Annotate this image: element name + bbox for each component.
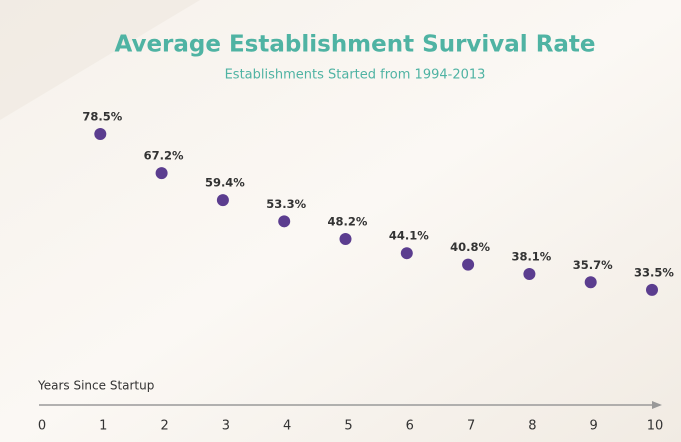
data-point — [523, 267, 536, 280]
x-tick-label: 0 — [38, 419, 46, 434]
data-point — [278, 215, 291, 228]
data-point — [94, 127, 107, 140]
data-point — [155, 167, 168, 180]
x-tick-label: 9 — [590, 419, 598, 434]
data-point — [646, 283, 658, 296]
x-tick-label: 7 — [467, 419, 475, 434]
x-tick-label: 1 — [99, 419, 107, 434]
x-tick-label: 4 — [283, 419, 291, 434]
data-label: 48.2% — [328, 214, 368, 228]
data-label: 35.7% — [573, 258, 613, 272]
data-label: 53.3% — [266, 197, 306, 211]
data-label: 67.2% — [144, 149, 184, 163]
x-tick-label: 2 — [160, 419, 168, 434]
data-point — [216, 194, 229, 207]
data-point — [584, 276, 597, 289]
x-tick-label: 10 — [647, 419, 664, 434]
x-axis-arrow — [652, 401, 662, 409]
x-tick-label: 6 — [406, 419, 414, 434]
data-point — [400, 247, 413, 260]
chart-title: Average Establishment Survival Rate — [114, 32, 595, 58]
data-label: 40.8% — [450, 240, 490, 254]
data-point — [339, 232, 352, 245]
background-shape — [0, 0, 200, 120]
x-axis-label: Years Since Startup — [37, 379, 154, 393]
chart-subtitle: Establishments Started from 1994-2013 — [225, 68, 486, 83]
data-label: 33.5% — [634, 265, 674, 279]
data-label: 38.1% — [511, 249, 551, 263]
x-tick-label: 8 — [528, 419, 536, 434]
data-label: 59.4% — [205, 176, 245, 190]
x-tick-label: 3 — [222, 419, 230, 434]
data-label: 78.5% — [82, 109, 122, 123]
data-point — [462, 258, 475, 271]
x-tick-label: 5 — [344, 419, 352, 434]
data-label: 44.1% — [389, 229, 429, 243]
